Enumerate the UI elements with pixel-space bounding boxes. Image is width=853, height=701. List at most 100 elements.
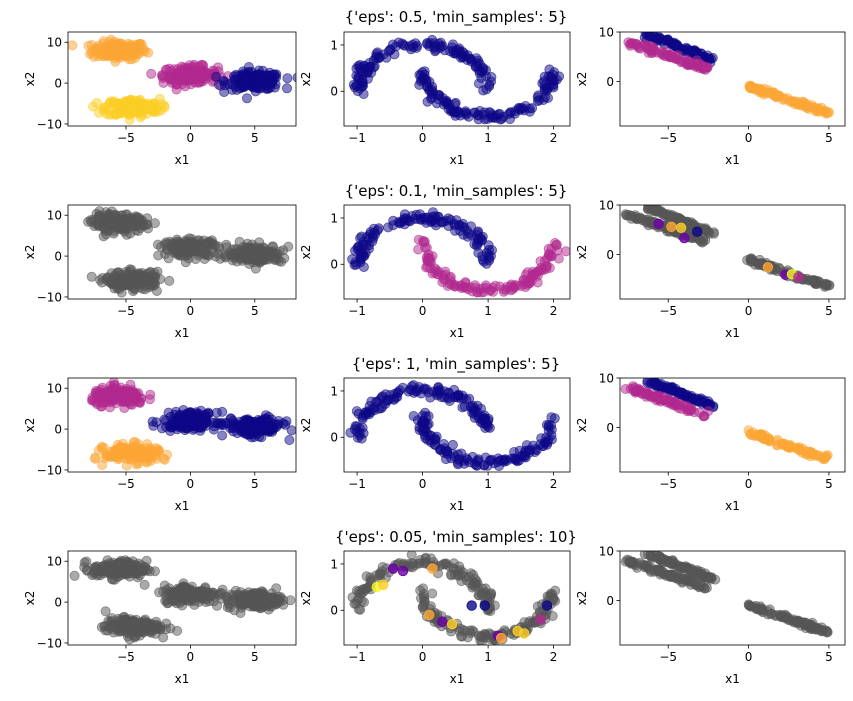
data-point	[238, 66, 249, 77]
scatter-points	[348, 34, 565, 125]
scatter-points	[623, 32, 835, 119]
data-point	[394, 385, 405, 396]
data-point	[125, 399, 136, 410]
scatter-points	[69, 555, 296, 645]
data-point	[243, 418, 254, 429]
data-point	[356, 231, 367, 242]
data-point	[98, 442, 109, 453]
data-point	[353, 408, 364, 419]
data-point	[541, 600, 553, 611]
row-title-3: {'eps': 1, 'min_samples': 5}	[352, 355, 561, 374]
data-point	[626, 210, 637, 221]
x-tick-label: 2	[550, 650, 558, 664]
data-point	[284, 434, 295, 445]
data-point	[674, 388, 685, 399]
x-tick-label: −5	[117, 304, 135, 318]
data-point	[156, 70, 167, 81]
x-axis-label: x1	[450, 326, 465, 340]
data-point	[671, 41, 682, 52]
data-point	[164, 275, 175, 286]
data-point	[675, 222, 687, 234]
data-point	[366, 396, 377, 407]
data-point	[89, 221, 100, 232]
scatter-points	[347, 551, 561, 645]
data-point	[459, 401, 470, 412]
data-point	[645, 378, 656, 389]
data-point	[200, 582, 211, 593]
data-point	[543, 420, 554, 431]
data-point	[544, 80, 555, 91]
data-point	[777, 439, 788, 450]
data-point	[222, 602, 233, 613]
data-point	[466, 600, 477, 611]
y-tick-label: 0	[54, 76, 62, 90]
data-point	[414, 79, 425, 90]
row-title-2: {'eps': 0.1, 'min_samples': 5}	[345, 182, 568, 201]
y-tick-label: −10	[37, 117, 62, 131]
data-point	[99, 50, 110, 61]
data-point	[794, 442, 805, 453]
data-point	[68, 40, 78, 51]
data-point	[156, 99, 167, 110]
data-point	[351, 80, 362, 91]
y-axis-label: x2	[299, 591, 313, 606]
data-point	[474, 68, 485, 79]
y-tick-label: 0	[606, 248, 614, 262]
data-point	[121, 266, 132, 277]
data-point	[473, 630, 484, 641]
data-point	[161, 618, 172, 629]
data-point	[240, 74, 251, 85]
x-axis-label: x1	[725, 499, 740, 513]
data-point	[465, 578, 476, 589]
data-point	[543, 93, 554, 104]
x-tick-label: 1	[484, 304, 492, 318]
y-tick-label: 1	[330, 211, 338, 225]
data-point	[406, 384, 417, 395]
data-point	[464, 457, 475, 468]
data-point	[473, 55, 484, 66]
data-point	[127, 98, 138, 109]
x-tick-label: 0	[745, 131, 753, 145]
data-point	[292, 72, 296, 83]
data-point	[142, 213, 153, 224]
data-point	[397, 565, 409, 577]
data-point	[145, 389, 156, 400]
data-point	[703, 396, 714, 407]
data-point	[188, 238, 199, 249]
data-point	[806, 275, 817, 286]
data-point	[103, 565, 114, 576]
data-point	[561, 246, 570, 257]
data-point	[530, 444, 541, 455]
data-point	[249, 251, 260, 262]
plot-frame	[343, 377, 571, 473]
x-tick-label: 0	[745, 304, 753, 318]
data-point	[147, 416, 158, 427]
y-tick-label: 1	[330, 557, 338, 571]
x-tick-label: 5	[251, 304, 259, 318]
x-tick-label: 0	[187, 477, 195, 491]
data-point	[108, 624, 119, 635]
data-point	[172, 625, 183, 636]
data-point	[163, 407, 174, 418]
data-point	[683, 404, 694, 415]
data-point	[122, 390, 133, 401]
data-point	[378, 579, 389, 591]
data-point	[217, 430, 228, 441]
x-tick-label: 0	[745, 477, 753, 491]
data-point	[623, 37, 634, 48]
data-point	[457, 567, 468, 578]
data-point	[703, 406, 714, 417]
data-point	[353, 241, 364, 252]
data-point	[417, 602, 428, 613]
x-axis-label: x1	[725, 326, 740, 340]
data-point	[448, 45, 459, 56]
data-point	[218, 75, 229, 86]
data-point	[150, 449, 161, 460]
data-point	[285, 595, 296, 606]
